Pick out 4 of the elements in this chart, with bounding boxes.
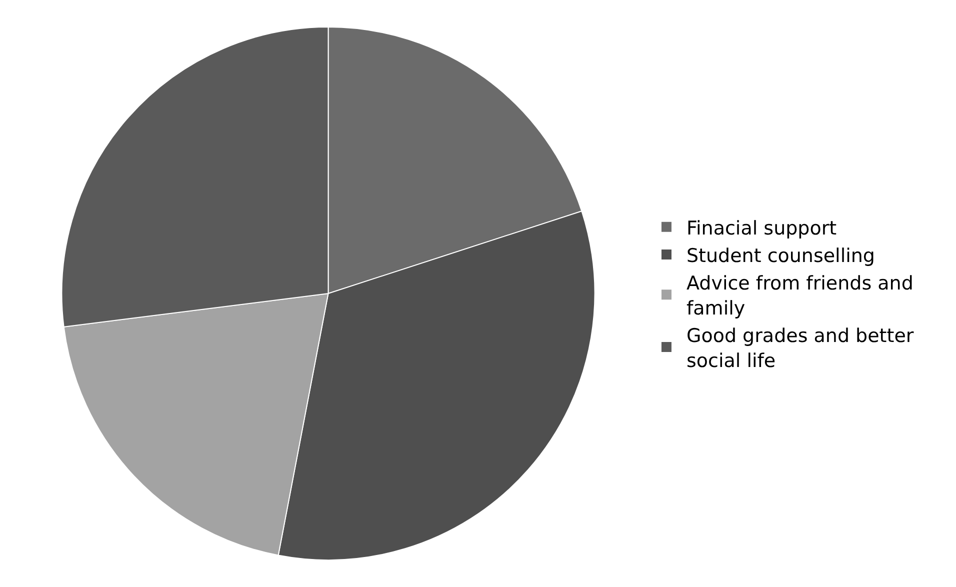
legend-label: Finacial support (686, 217, 837, 240)
legend-label: Advice from friends and family (686, 272, 914, 320)
legend-label: Student counselling (686, 244, 875, 267)
legend-label: Good grades and better social life (686, 325, 914, 372)
